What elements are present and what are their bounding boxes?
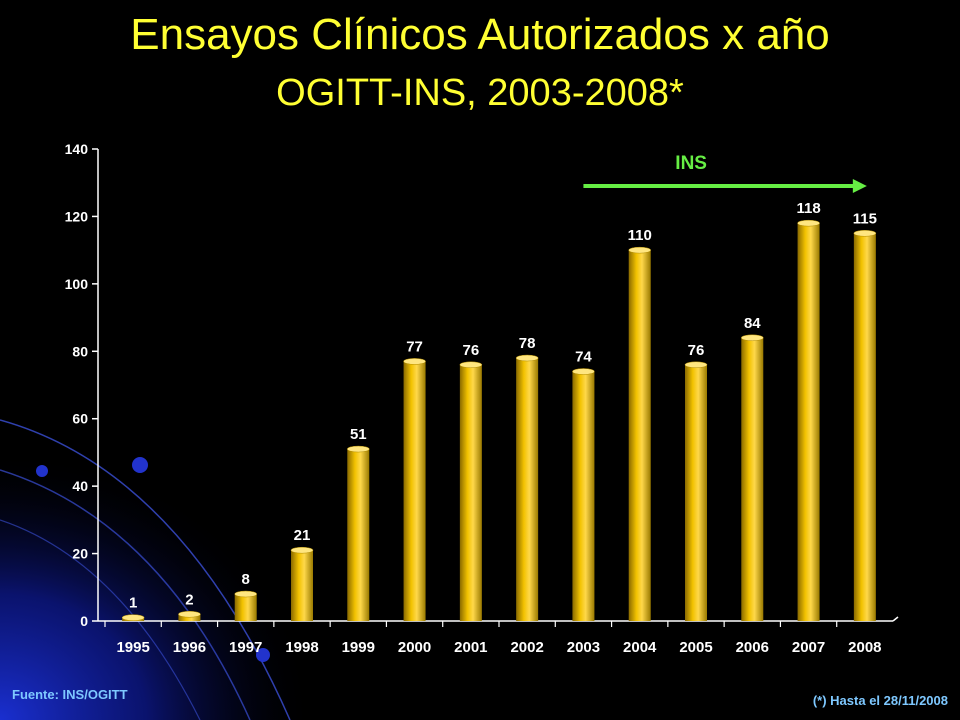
data-label: 74: [575, 349, 592, 366]
y-tick-label: 120: [65, 208, 89, 224]
data-label: 21: [294, 527, 311, 544]
bar-top: [403, 358, 426, 365]
data-label: 118: [796, 200, 820, 217]
y-tick-label: 140: [65, 141, 89, 157]
data-label: 115: [853, 210, 877, 227]
data-label: 76: [463, 342, 480, 359]
data-label: 77: [406, 338, 423, 355]
source-note: Fuente: INS/OGITT: [12, 687, 128, 702]
bar-top: [853, 230, 877, 237]
data-label: 1: [129, 595, 137, 612]
x-tick-label: 2000: [398, 639, 431, 656]
bar: [572, 371, 595, 621]
data-label: 51: [350, 426, 367, 443]
bar: [291, 550, 313, 621]
x-tick-label: 2004: [623, 639, 657, 656]
x-tick-label: 2007: [792, 639, 825, 656]
x-axis-end: [892, 616, 899, 622]
x-tick-label: 2008: [848, 639, 881, 656]
x-tick-label: 2003: [567, 639, 600, 656]
bar-top: [684, 361, 708, 369]
bar: [347, 449, 370, 621]
bar: [741, 337, 764, 621]
y-tick-label: 80: [72, 343, 88, 359]
data-label: 84: [744, 315, 761, 332]
bar-top: [741, 334, 764, 342]
bar: [797, 223, 820, 621]
bar: [685, 364, 707, 621]
bar-top: [290, 546, 314, 554]
x-tick-label: 2001: [454, 639, 487, 656]
slide-subtitle: OGITT-INS, 2003-2008*: [276, 72, 684, 114]
data-label: 78: [519, 335, 536, 352]
bar-top: [459, 361, 483, 369]
bar: [178, 614, 201, 621]
bar: [403, 361, 426, 621]
x-tick-label: 1996: [173, 639, 206, 656]
y-tick-label: 0: [80, 613, 88, 629]
bar: [853, 233, 876, 622]
y-tick-label: 20: [72, 546, 88, 562]
ins-arrow-head: [852, 179, 867, 193]
data-label: 2: [185, 591, 193, 608]
bar: [459, 364, 482, 621]
bar: [234, 594, 257, 621]
x-tick-label: 2006: [736, 639, 769, 656]
ins-arrow-label: INS: [675, 153, 707, 174]
x-tick-label: 1999: [342, 639, 375, 656]
data-label: 110: [628, 227, 652, 244]
x-tick-label: 2002: [510, 639, 543, 656]
decor-dot: [132, 457, 148, 473]
bar-top: [234, 590, 257, 598]
data-label: 76: [688, 342, 705, 359]
x-tick-label: 1995: [116, 639, 149, 656]
bar-top: [178, 611, 201, 618]
y-tick-label: 60: [72, 411, 88, 427]
bar: [516, 358, 539, 621]
slide-title: Ensayos Clínicos Autorizados x año: [130, 10, 830, 59]
bar-top: [515, 354, 539, 362]
data-label: 8: [242, 571, 250, 588]
x-tick-label: 2005: [679, 639, 712, 656]
y-tick-label: 100: [65, 276, 89, 292]
decor-dot: [36, 465, 48, 477]
y-tick-label: 40: [72, 478, 88, 494]
x-tick-label: 1997: [229, 639, 262, 656]
bar-top: [797, 219, 820, 227]
bar-top: [572, 368, 595, 375]
x-tick-label: 1998: [285, 639, 318, 656]
bar: [628, 250, 651, 621]
footnote: (*) Hasta el 28/11/2008: [812, 693, 948, 708]
decor-dot: [256, 648, 270, 662]
bar-top: [121, 614, 145, 621]
bar-top: [628, 246, 651, 254]
bar-top: [347, 445, 370, 453]
